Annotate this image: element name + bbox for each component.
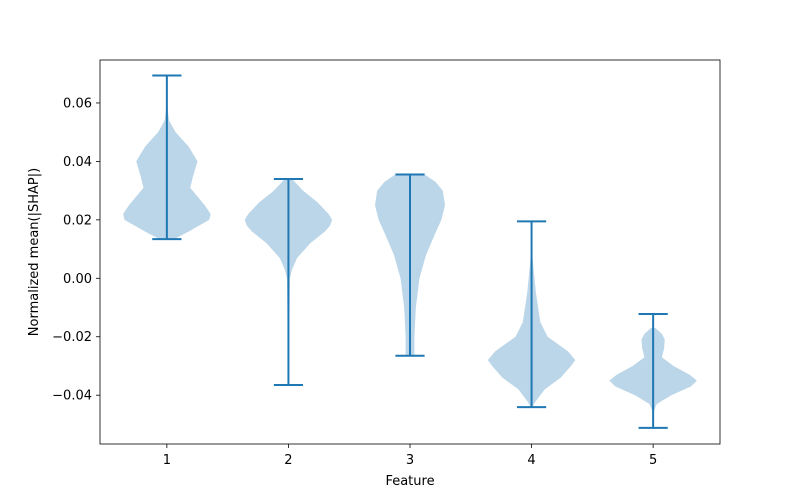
x-tick-label: 2 [284, 453, 292, 468]
y-tick-label: −0.04 [52, 389, 92, 404]
x-axis-ticks: 1 2 3 4 5 [163, 444, 657, 468]
y-tick-label: 0.02 [63, 213, 92, 228]
y-tick-label: −0.02 [52, 330, 92, 345]
x-tick-label: 3 [406, 453, 414, 468]
y-tick-label: 0.04 [63, 155, 92, 170]
x-tick-label: 5 [649, 453, 657, 468]
x-axis-label: Feature [385, 474, 434, 489]
violin-lines [152, 74, 668, 429]
y-tick-label: 0.00 [63, 272, 92, 287]
x-tick-label: 4 [527, 453, 535, 468]
y-axis-ticks: −0.04 −0.02 0.00 0.02 0.04 0.06 [52, 96, 100, 404]
y-axis-label: Normalized mean(|SHAP|) [27, 168, 42, 336]
y-tick-label: 0.06 [63, 96, 92, 111]
x-tick-label: 1 [163, 453, 171, 468]
